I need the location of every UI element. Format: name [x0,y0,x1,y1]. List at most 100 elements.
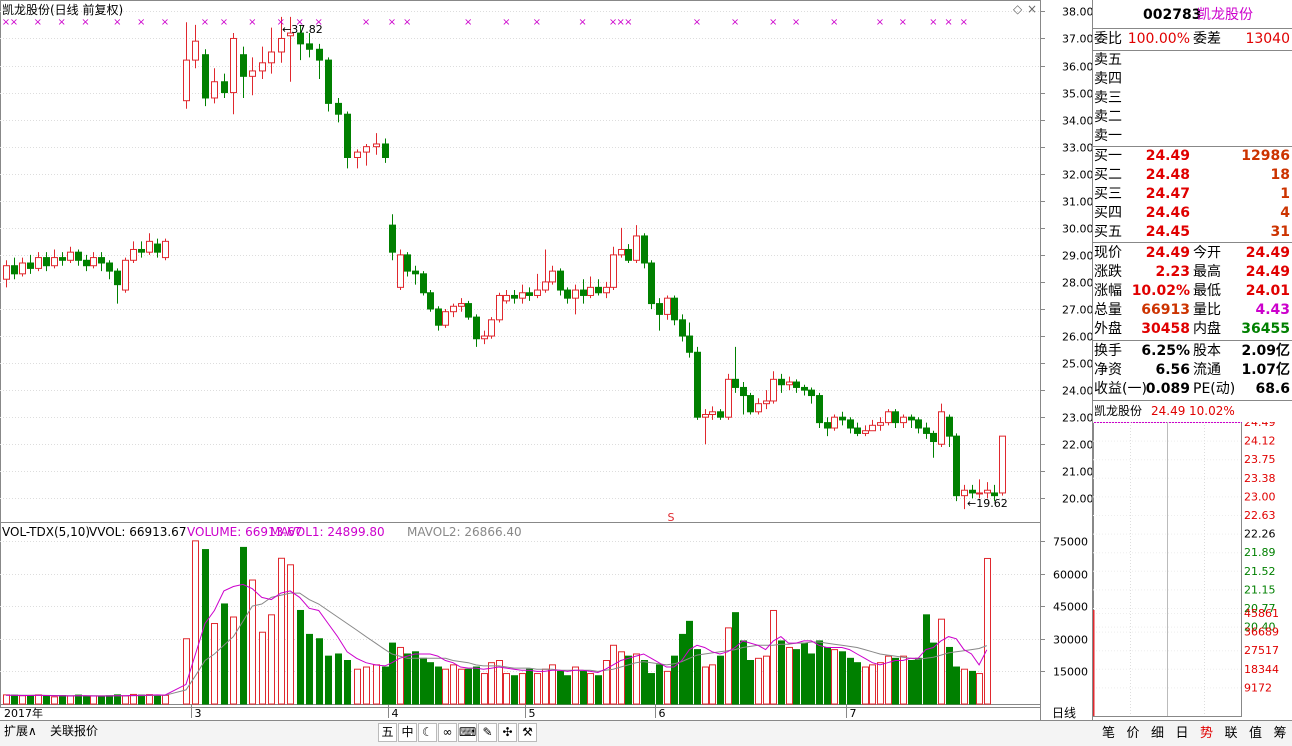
order-level-label: 买五 [1094,224,1122,240]
mini-volume-tick: 27517 [1244,644,1279,657]
right-tab[interactable]: 价 [1126,726,1140,741]
signal-marker: × [137,17,145,28]
right-tab[interactable]: 值 [1248,726,1262,741]
order-volume: 1 [1280,186,1290,202]
candle-body [373,143,380,148]
toolbar-button[interactable]: ✣ [498,723,517,742]
mini-price-tick: 24.49 [1244,422,1276,429]
candle-body [648,262,655,305]
volume-bar [854,662,861,705]
candle-body [869,424,876,432]
stat-label: 涨幅 [1094,283,1122,299]
right-tab[interactable]: 势 [1199,726,1213,741]
candle-body [625,248,632,261]
volume-bar [465,668,472,705]
kline-chart-area[interactable]: 20.00 21.00 22.00 23.00 24.00 25.00 26.00 27.00… [0,0,1092,746]
stat-label: 涨跌 [1094,264,1122,280]
volume-bar [306,633,313,705]
stat-row: 现价 24.49 今开 24.49 [1093,244,1292,263]
order-row: 卖四 [1093,70,1292,89]
volume-bar [344,660,351,705]
related-quote-tab[interactable]: 关联报价 [50,724,99,738]
price-tick-label: 30.00 [1062,223,1092,236]
volume-bar [763,655,770,705]
candle-body [656,303,663,315]
stat-label: 外盘 [1094,321,1122,337]
toolbar-button[interactable]: ∞ [438,723,457,742]
fund-row: 换手 6.25% 股本 2.09亿 [1093,342,1292,361]
volume-bar [450,664,457,705]
stat-label: 收益(一) [1094,381,1147,397]
candle-body [946,416,953,437]
volume-bar [923,614,930,705]
mini-price-tick: 23.38 [1244,472,1276,485]
diamond-icon[interactable]: ◇ [1013,2,1023,16]
intraday-mini-chart[interactable]: 24.49 24.12 23.75 23.38 23.00 22.63 22.26 21.89… [1093,422,1292,718]
volume-bar [412,651,419,705]
stat-value: 30458 [1141,321,1190,337]
chart-canvas[interactable]: 20.00 21.00 22.00 23.00 24.00 25.00 26.00 27.00… [0,0,1092,720]
fund-row: 净资 6.56 流通 1.07亿 [1093,361,1292,380]
daily-period-tab[interactable]: 日线 [1052,706,1077,720]
right-tab[interactable]: 筹 [1273,726,1287,741]
volume-bar [43,695,50,705]
candle-body [249,70,256,77]
close-icon[interactable]: × [1027,2,1038,16]
candle-body [702,413,709,418]
volume-bar [542,668,549,705]
candle-body [854,427,861,434]
candle-body [801,386,808,391]
toolbar-button[interactable]: ⚒ [518,723,537,742]
signal-marker: × [731,17,739,28]
expand-tab[interactable]: 扩展∧ [4,724,37,738]
candle-body [740,386,747,397]
volume-bar [325,655,332,705]
candle-body [465,303,472,318]
vvol-label: VVOL: 66913.67 [89,525,187,539]
stat-value: 2.23 [1155,264,1190,280]
volume-bar [211,623,218,705]
right-tab-bar: 笔价细日势联值筹 [1092,720,1292,746]
right-tab[interactable]: 笔 [1101,726,1115,741]
signal-marker: × [944,17,952,28]
candle-body [717,411,724,418]
volume-bar [83,695,90,705]
volume-bar [278,557,285,705]
toolbar-button[interactable]: ☾ [418,723,437,742]
toolbar-button[interactable]: ✎ [478,723,497,742]
signal-marker: × [624,17,632,28]
signal-marker: × [34,17,42,28]
volume-bar [3,694,10,705]
stat-label: 最高 [1193,264,1221,280]
order-price: 24.45 [1145,224,1190,240]
candle-body [725,378,732,418]
right-tab[interactable]: 细 [1150,726,1164,741]
volume-bar [98,695,105,705]
signal-marker: × [388,17,396,28]
volume-tick-label: 30000 [1053,634,1088,647]
volume-bar [183,638,190,705]
price-tick-label: 20.00 [1062,493,1092,506]
candle-body [397,254,404,288]
stat-value: 24.49 [1145,245,1190,261]
candle-body [679,319,686,337]
toolbar-button[interactable]: 中 [398,723,417,742]
signal-marker: × [899,17,907,28]
candle-body [778,378,785,386]
right-tab[interactable]: 联 [1224,726,1238,741]
right-tab[interactable]: 日 [1175,726,1189,741]
candle-body [969,489,976,494]
order-row: 买四 24.46 4 [1093,204,1292,223]
candle-body [664,297,671,315]
candle-body [278,37,285,53]
volume-bar [106,695,113,705]
candle-body [259,62,266,72]
candle-body [221,81,228,94]
toolbar-button[interactable]: 五 [378,723,397,742]
volume-bar [808,653,815,705]
volume-bar [564,675,571,705]
toolbar-button[interactable]: ⌨ [458,723,477,742]
volume-bar [770,609,777,705]
signal-marker: × [533,17,541,28]
candle-body [19,262,26,275]
